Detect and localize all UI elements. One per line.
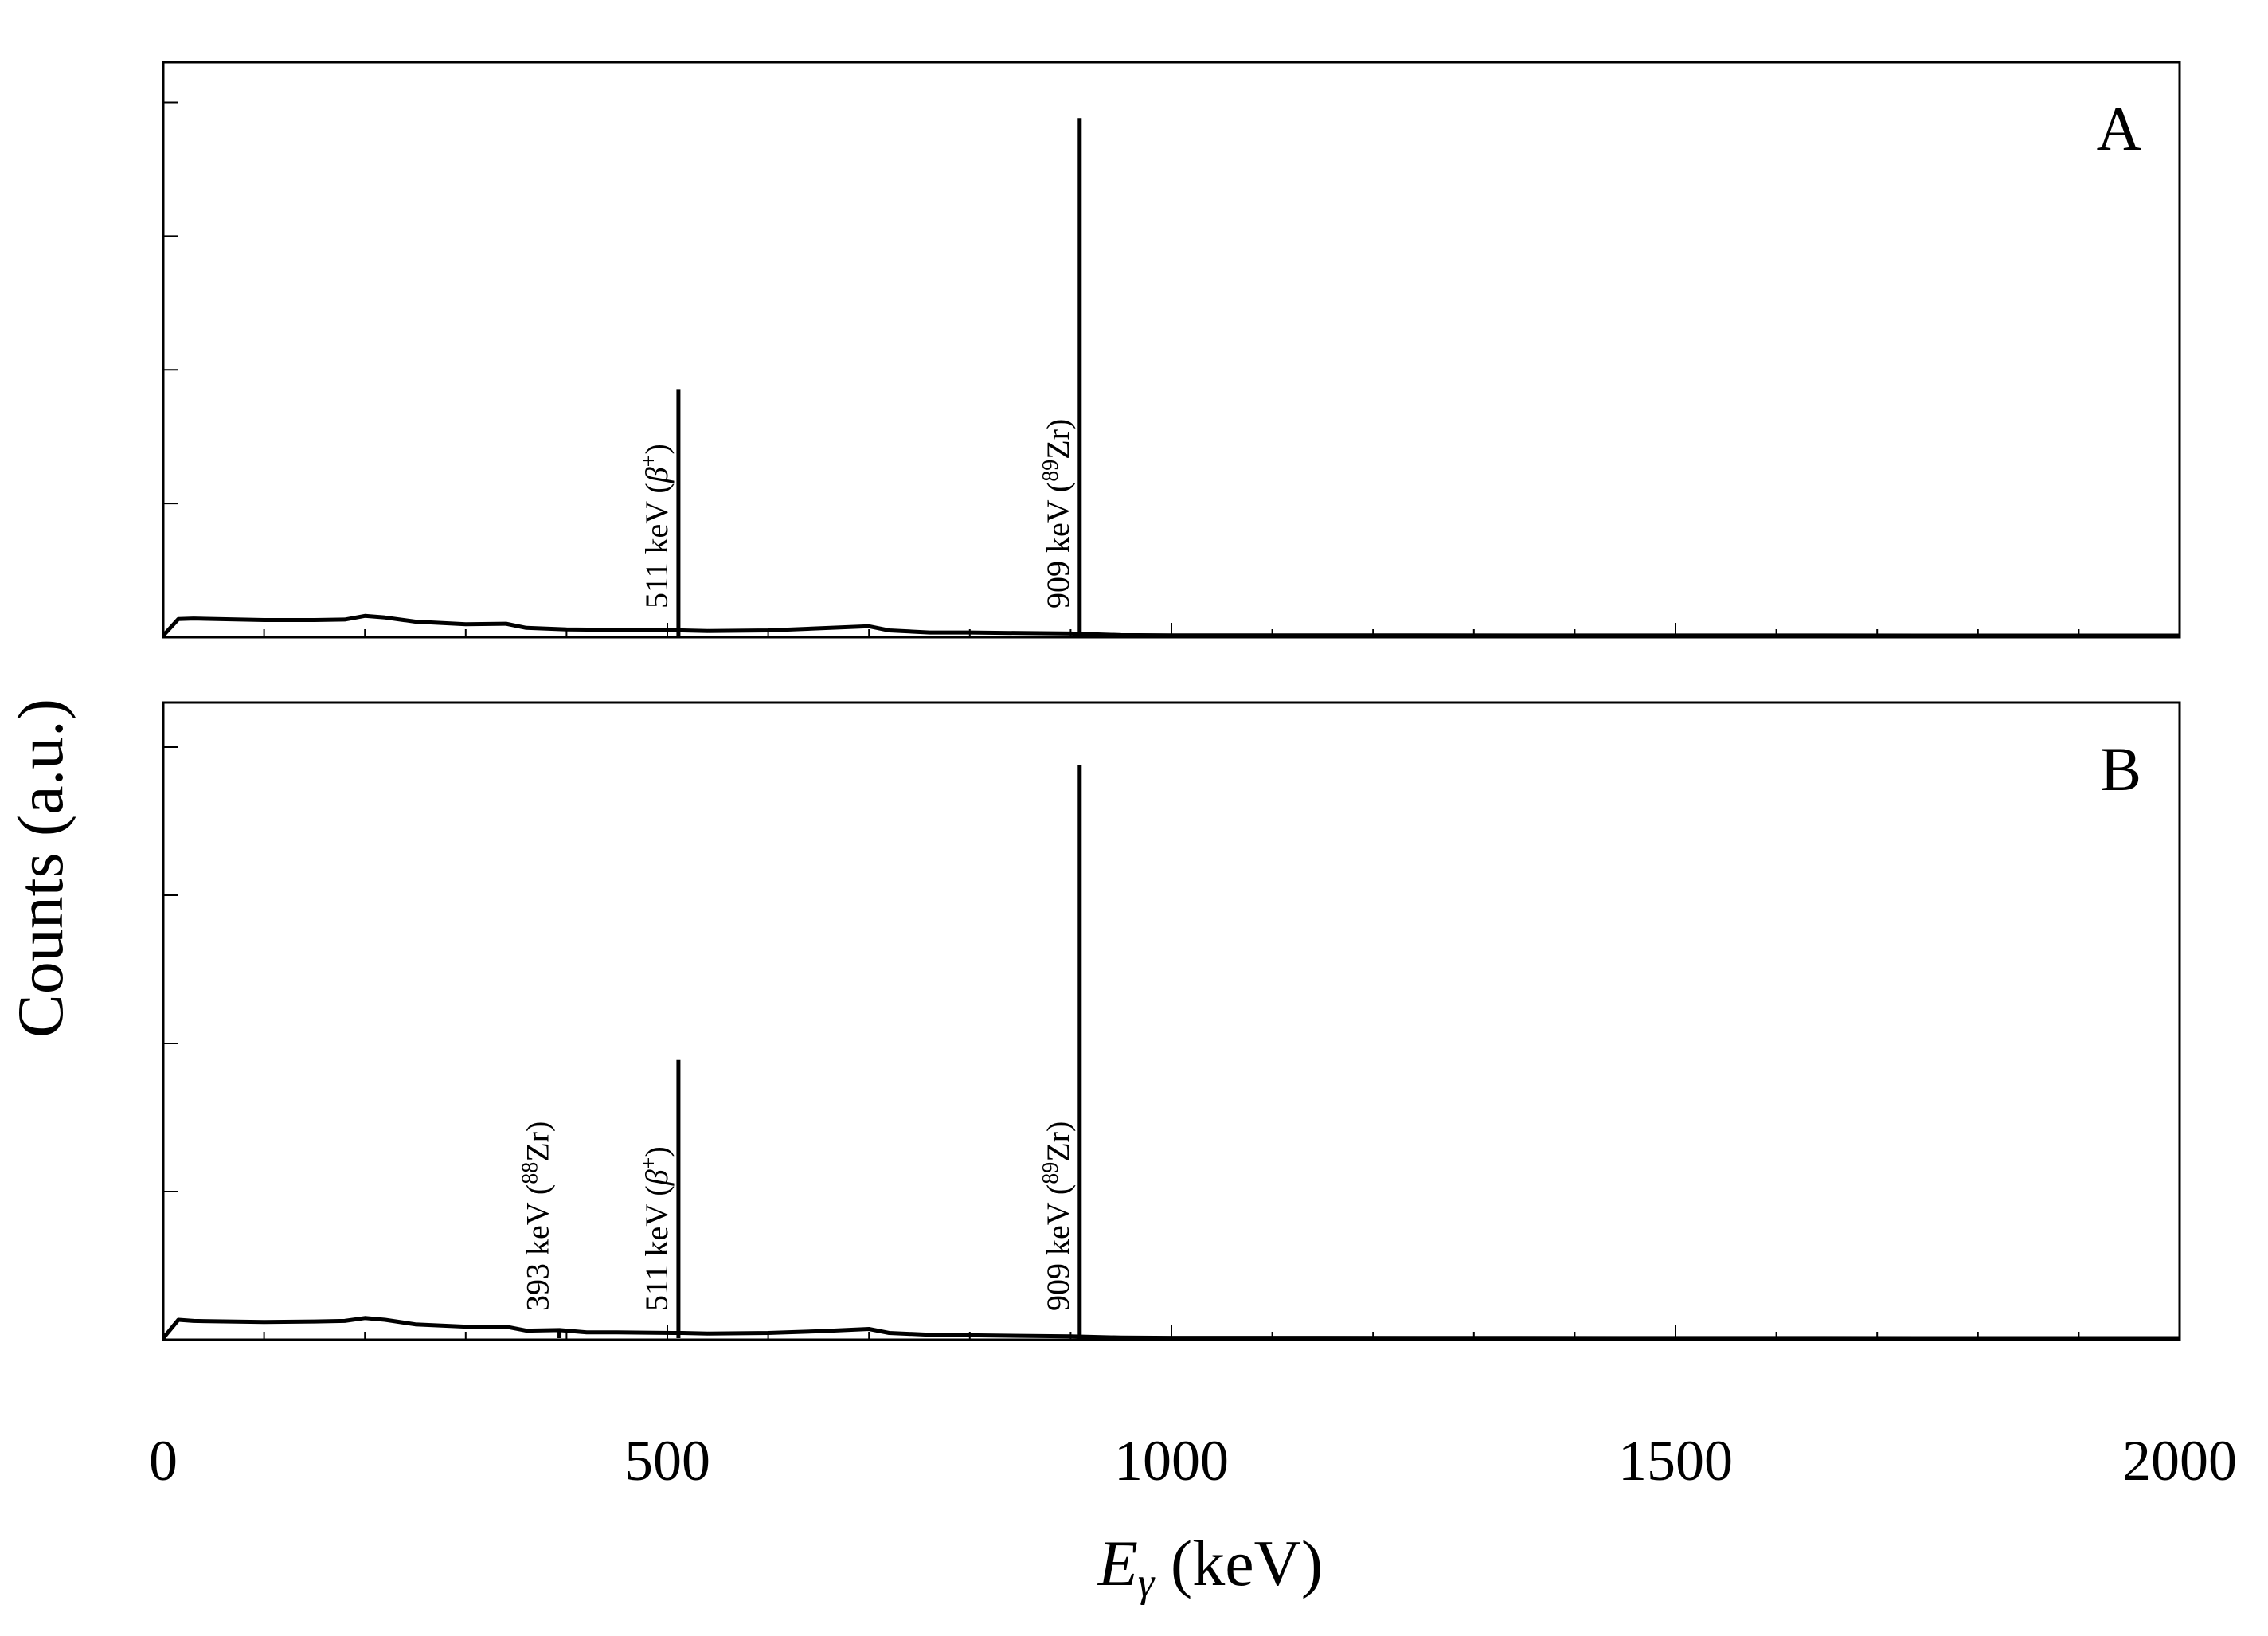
peak-label-source: β xyxy=(639,1169,675,1186)
x-axis-symbol: E xyxy=(1097,1527,1138,1599)
peak-label-511: 511 keV (β+) xyxy=(637,1146,675,1311)
peak-label-source: Zr) xyxy=(1040,1121,1076,1162)
peak-label-393: 393 keV (88Zr) xyxy=(518,1121,556,1311)
spectrum-trace xyxy=(162,613,2180,638)
x-tick-label: 2000 xyxy=(2122,1429,2237,1493)
peak-label-sup: 89 xyxy=(1038,460,1063,482)
peak-label-511: 511 keV (β+) xyxy=(637,444,675,609)
peak-label-sup: + xyxy=(637,1157,662,1170)
peak-label-close: ) xyxy=(639,1146,675,1157)
peak-label-close: ) xyxy=(639,444,675,454)
x-tick-label: 1500 xyxy=(1618,1429,1733,1493)
y-axis-label: Counts (a.u.) xyxy=(4,699,76,1038)
x-tick-label: 0 xyxy=(149,1429,178,1493)
x-tick-labels: 0 500 1000 1500 2000 xyxy=(149,1429,2237,1493)
panel-label: B xyxy=(2100,734,2141,804)
peak-label-909: 909 keV (89Zr) xyxy=(1038,419,1076,609)
panel-frame xyxy=(162,61,2181,639)
x-tick-label: 1000 xyxy=(1114,1429,1229,1493)
peak-label-source: Zr) xyxy=(520,1121,556,1162)
peak-label-energy: 511 keV ( xyxy=(639,483,675,609)
x-axis-subscript: γ xyxy=(1138,1560,1156,1606)
peak-label-source: β xyxy=(639,467,675,483)
peak-label-sup: + xyxy=(637,455,662,468)
peak-label-909: 909 keV (89Zr) xyxy=(1038,1121,1076,1311)
spectrum-panel-b: 393 keV (88Zr)511 keV (β+)909 keV (89Zr)… xyxy=(162,701,2181,1341)
x-axis-label: Eγ (keV) xyxy=(1097,1527,1323,1606)
peak-label-energy: 909 keV ( xyxy=(1040,1184,1076,1311)
panel-label: A xyxy=(2097,94,2141,163)
x-tick-label: 500 xyxy=(624,1429,710,1493)
peak-label-energy: 511 keV ( xyxy=(639,1185,675,1311)
peak-label-sup: 89 xyxy=(1038,1162,1063,1184)
spectrum-trace xyxy=(162,1316,2180,1341)
peak-label-energy: 909 keV ( xyxy=(1040,482,1076,609)
peak-label-source: Zr) xyxy=(1040,419,1076,460)
peak-label-energy: 393 keV ( xyxy=(520,1184,556,1311)
x-axis-unit: (keV) xyxy=(1154,1527,1323,1599)
spectrum-panel-a: 511 keV (β+) 909 keV (89Zr) A xyxy=(162,61,2181,639)
peak-label-sup: 88 xyxy=(518,1162,543,1184)
panel-frame xyxy=(162,701,2181,1341)
